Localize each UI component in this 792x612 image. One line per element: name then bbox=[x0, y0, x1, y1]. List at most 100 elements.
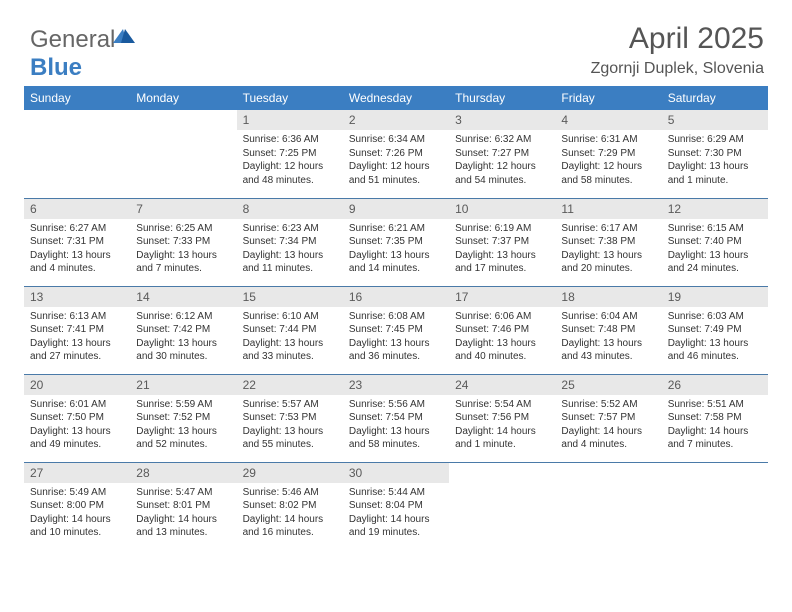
sunset-text: Sunset: 8:01 PM bbox=[136, 499, 230, 513]
day-details: Sunrise: 6:10 AMSunset: 7:44 PMDaylight:… bbox=[237, 307, 343, 368]
day-number: 13 bbox=[24, 287, 130, 307]
daylight-text-1: Daylight: 14 hours bbox=[243, 513, 337, 527]
sunset-text: Sunset: 8:04 PM bbox=[349, 499, 443, 513]
daylight-text-2: and 10 minutes. bbox=[30, 526, 124, 540]
calendar-cell: 27Sunrise: 5:49 AMSunset: 8:00 PMDayligh… bbox=[24, 462, 130, 550]
day-number: 29 bbox=[237, 463, 343, 483]
sunset-text: Sunset: 7:57 PM bbox=[561, 411, 655, 425]
day-number: 27 bbox=[24, 463, 130, 483]
daylight-text-2: and 27 minutes. bbox=[30, 350, 124, 364]
day-details: Sunrise: 5:44 AMSunset: 8:04 PMDaylight:… bbox=[343, 483, 449, 544]
day-details: Sunrise: 6:25 AMSunset: 7:33 PMDaylight:… bbox=[130, 219, 236, 280]
daylight-text-1: Daylight: 14 hours bbox=[668, 425, 762, 439]
day-number: 23 bbox=[343, 375, 449, 395]
day-details: Sunrise: 6:04 AMSunset: 7:48 PMDaylight:… bbox=[555, 307, 661, 368]
calendar-cell: 9Sunrise: 6:21 AMSunset: 7:35 PMDaylight… bbox=[343, 198, 449, 286]
weekday-friday: Friday bbox=[555, 86, 661, 110]
calendar-cell: 10Sunrise: 6:19 AMSunset: 7:37 PMDayligh… bbox=[449, 198, 555, 286]
sunrise-text: Sunrise: 6:23 AM bbox=[243, 222, 337, 236]
day-details: Sunrise: 6:06 AMSunset: 7:46 PMDaylight:… bbox=[449, 307, 555, 368]
sunrise-text: Sunrise: 5:49 AM bbox=[30, 486, 124, 500]
daylight-text-2: and 30 minutes. bbox=[136, 350, 230, 364]
calendar-cell: 29Sunrise: 5:46 AMSunset: 8:02 PMDayligh… bbox=[237, 462, 343, 550]
calendar-cell bbox=[130, 110, 236, 198]
sunset-text: Sunset: 7:29 PM bbox=[561, 147, 655, 161]
daylight-text-2: and 58 minutes. bbox=[349, 438, 443, 452]
daylight-text-1: Daylight: 13 hours bbox=[349, 249, 443, 263]
daylight-text-2: and 13 minutes. bbox=[136, 526, 230, 540]
sunset-text: Sunset: 7:56 PM bbox=[455, 411, 549, 425]
calendar-cell: 4Sunrise: 6:31 AMSunset: 7:29 PMDaylight… bbox=[555, 110, 661, 198]
sunset-text: Sunset: 7:31 PM bbox=[30, 235, 124, 249]
daylight-text-2: and 14 minutes. bbox=[349, 262, 443, 276]
weekday-saturday: Saturday bbox=[662, 86, 768, 110]
sunrise-text: Sunrise: 6:15 AM bbox=[668, 222, 762, 236]
sunrise-text: Sunrise: 6:34 AM bbox=[349, 133, 443, 147]
weekday-wednesday: Wednesday bbox=[343, 86, 449, 110]
daylight-text-1: Daylight: 13 hours bbox=[243, 249, 337, 263]
daylight-text-1: Daylight: 13 hours bbox=[136, 337, 230, 351]
day-number: 14 bbox=[130, 287, 236, 307]
sunrise-text: Sunrise: 6:08 AM bbox=[349, 310, 443, 324]
daylight-text-1: Daylight: 13 hours bbox=[668, 249, 762, 263]
day-number: 10 bbox=[449, 199, 555, 219]
day-number: 1 bbox=[237, 110, 343, 130]
day-details: Sunrise: 6:15 AMSunset: 7:40 PMDaylight:… bbox=[662, 219, 768, 280]
daylight-text-1: Daylight: 14 hours bbox=[455, 425, 549, 439]
sunrise-text: Sunrise: 5:57 AM bbox=[243, 398, 337, 412]
calendar-cell: 28Sunrise: 5:47 AMSunset: 8:01 PMDayligh… bbox=[130, 462, 236, 550]
daylight-text-2: and 46 minutes. bbox=[668, 350, 762, 364]
day-details: Sunrise: 6:32 AMSunset: 7:27 PMDaylight:… bbox=[449, 130, 555, 191]
daylight-text-1: Daylight: 12 hours bbox=[561, 160, 655, 174]
day-number: 30 bbox=[343, 463, 449, 483]
calendar-row: 20Sunrise: 6:01 AMSunset: 7:50 PMDayligh… bbox=[24, 374, 768, 462]
calendar-cell: 5Sunrise: 6:29 AMSunset: 7:30 PMDaylight… bbox=[662, 110, 768, 198]
calendar-row: 27Sunrise: 5:49 AMSunset: 8:00 PMDayligh… bbox=[24, 462, 768, 550]
sunrise-text: Sunrise: 5:51 AM bbox=[668, 398, 762, 412]
daylight-text-1: Daylight: 13 hours bbox=[243, 337, 337, 351]
day-details: Sunrise: 5:56 AMSunset: 7:54 PMDaylight:… bbox=[343, 395, 449, 456]
day-details: Sunrise: 5:51 AMSunset: 7:58 PMDaylight:… bbox=[662, 395, 768, 456]
sunrise-text: Sunrise: 6:10 AM bbox=[243, 310, 337, 324]
sunrise-text: Sunrise: 6:36 AM bbox=[243, 133, 337, 147]
day-details: Sunrise: 6:01 AMSunset: 7:50 PMDaylight:… bbox=[24, 395, 130, 456]
daylight-text-2: and 33 minutes. bbox=[243, 350, 337, 364]
daylight-text-1: Daylight: 13 hours bbox=[243, 425, 337, 439]
day-number: 12 bbox=[662, 199, 768, 219]
day-number: 11 bbox=[555, 199, 661, 219]
sunrise-text: Sunrise: 6:03 AM bbox=[668, 310, 762, 324]
sunset-text: Sunset: 7:33 PM bbox=[136, 235, 230, 249]
sunrise-text: Sunrise: 6:31 AM bbox=[561, 133, 655, 147]
day-number: 15 bbox=[237, 287, 343, 307]
sunset-text: Sunset: 7:27 PM bbox=[455, 147, 549, 161]
sunset-text: Sunset: 7:38 PM bbox=[561, 235, 655, 249]
daylight-text-2: and 20 minutes. bbox=[561, 262, 655, 276]
calendar-cell: 11Sunrise: 6:17 AMSunset: 7:38 PMDayligh… bbox=[555, 198, 661, 286]
calendar-cell: 12Sunrise: 6:15 AMSunset: 7:40 PMDayligh… bbox=[662, 198, 768, 286]
sunset-text: Sunset: 7:44 PM bbox=[243, 323, 337, 337]
sunset-text: Sunset: 7:26 PM bbox=[349, 147, 443, 161]
sunset-text: Sunset: 7:34 PM bbox=[243, 235, 337, 249]
day-number: 18 bbox=[555, 287, 661, 307]
day-number: 6 bbox=[24, 199, 130, 219]
daylight-text-1: Daylight: 14 hours bbox=[136, 513, 230, 527]
sunset-text: Sunset: 7:35 PM bbox=[349, 235, 443, 249]
daylight-text-2: and 43 minutes. bbox=[561, 350, 655, 364]
calendar-cell bbox=[24, 110, 130, 198]
daylight-text-2: and 1 minute. bbox=[455, 438, 549, 452]
sunset-text: Sunset: 7:25 PM bbox=[243, 147, 337, 161]
sunset-text: Sunset: 7:54 PM bbox=[349, 411, 443, 425]
day-details: Sunrise: 6:29 AMSunset: 7:30 PMDaylight:… bbox=[662, 130, 768, 191]
daylight-text-1: Daylight: 12 hours bbox=[349, 160, 443, 174]
calendar-cell: 21Sunrise: 5:59 AMSunset: 7:52 PMDayligh… bbox=[130, 374, 236, 462]
daylight-text-2: and 7 minutes. bbox=[668, 438, 762, 452]
daylight-text-2: and 4 minutes. bbox=[561, 438, 655, 452]
sunrise-text: Sunrise: 5:56 AM bbox=[349, 398, 443, 412]
day-details: Sunrise: 5:52 AMSunset: 7:57 PMDaylight:… bbox=[555, 395, 661, 456]
logo-part1: General bbox=[30, 26, 115, 53]
day-details: Sunrise: 5:49 AMSunset: 8:00 PMDaylight:… bbox=[24, 483, 130, 544]
sunrise-text: Sunrise: 6:06 AM bbox=[455, 310, 549, 324]
calendar-cell bbox=[555, 462, 661, 550]
sunrise-text: Sunrise: 6:04 AM bbox=[561, 310, 655, 324]
sunset-text: Sunset: 7:45 PM bbox=[349, 323, 443, 337]
